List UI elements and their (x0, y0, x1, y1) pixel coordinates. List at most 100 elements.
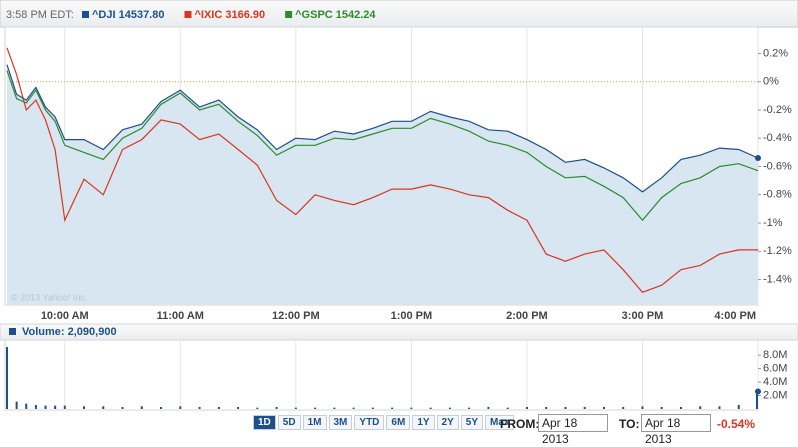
x-tick-label: 3:00 PM (622, 310, 664, 322)
x-tick-label: 10:00 AM (41, 310, 89, 322)
volume-bar (25, 403, 28, 409)
range-button[interactable]: 2Y (436, 415, 459, 430)
y-tick-label: 6.0M (763, 363, 787, 375)
range-button[interactable]: 5Y (460, 415, 484, 430)
x-tick-label: 1:00 PM (391, 310, 433, 322)
time-label: 3:58 PM EDT: (6, 9, 74, 21)
x-tick-label: 12:00 PM (272, 310, 320, 322)
volume-bar (54, 405, 57, 409)
volume-bar (15, 401, 18, 409)
range-button[interactable]: 6M (386, 415, 411, 430)
volume-bar (44, 405, 47, 409)
to-label: TO: (619, 417, 640, 431)
volume-bar (641, 406, 644, 409)
volume-bar (6, 347, 8, 409)
volume-bar (391, 407, 394, 409)
volume-bar (352, 407, 355, 409)
chart: 3:58 PM EDT: Volume: 2,090,900 10:00 AM 1… (0, 0, 798, 411)
volume-bar (583, 406, 586, 409)
legend-entry: ^DJI 14537.80 (92, 9, 164, 21)
volume-bar (275, 406, 278, 409)
volume-bar (314, 407, 317, 409)
volume-bar (237, 406, 240, 409)
volume-bar (622, 406, 625, 409)
volume-bar (63, 405, 66, 409)
volume-frame (4, 339, 759, 411)
volume-bar (545, 406, 548, 409)
legend-swatch (82, 11, 89, 18)
volume-header (0, 323, 798, 341)
volume-bar (160, 406, 163, 409)
volume-bar (699, 406, 702, 409)
y-tick-label: -1.4% (763, 273, 792, 285)
line (6, 47, 758, 294)
volume-bar (198, 406, 201, 409)
volume-bar (371, 407, 374, 409)
y-tick-label: -0.8% (763, 189, 792, 201)
y-tick-label: -1.2% (763, 245, 792, 257)
volume-bar (410, 407, 413, 409)
range-button[interactable]: 1D (253, 415, 276, 430)
volume-bar (506, 407, 509, 409)
range-button[interactable]: YTD (354, 415, 385, 430)
y-tick-label: 0% (763, 76, 779, 88)
volume-bar (217, 406, 220, 409)
legend-entry: ^GSPC 1542.24 (295, 9, 376, 21)
range-button[interactable]: 1M (302, 415, 327, 430)
y-tick-label: -1% (763, 217, 783, 229)
volume-bar (429, 407, 432, 409)
volume-bar (448, 407, 451, 409)
controls: 1D 5D 1M 3M YTD 6M 1Y 2Y 5Y Max FROM: Apr 18 2013… (0, 412, 798, 446)
from-input[interactable]: Apr 18 2013 (538, 414, 608, 446)
last-point (755, 388, 761, 395)
volume-bar (256, 407, 259, 409)
volume-bar (468, 407, 471, 409)
area (7, 64, 758, 305)
volume-bar (179, 406, 182, 409)
volume-bar (525, 406, 528, 409)
volume-bar (333, 407, 336, 409)
y-tick-label: -0.6% (763, 160, 792, 172)
volume-bar (660, 406, 663, 409)
y-tick-label: 8.0M (763, 349, 787, 361)
range-button[interactable]: 5D (277, 415, 301, 430)
x-tick-label: 11:00 AM (157, 310, 204, 322)
legend-entry: ^IXIC 3166.90 (194, 9, 265, 21)
volume-title: Volume: 2,090,900 (22, 326, 117, 338)
volume-bar (602, 406, 605, 409)
y-tick-label: -0.2% (763, 104, 792, 116)
volume-bar (140, 406, 143, 409)
last-point (755, 155, 761, 162)
volume-bar (83, 406, 86, 409)
volume-bar (102, 406, 105, 409)
range-buttons: 1D 5D 1M 3M YTD 6M 1Y 2Y 5Y Max (253, 415, 516, 430)
y-tick-label: -0.4% (763, 132, 792, 144)
y-tick-label: 0.2% (763, 47, 788, 59)
from-label: FROM: (500, 417, 540, 431)
range-button[interactable]: 3M (328, 415, 353, 430)
volume-bar (564, 406, 567, 409)
range-button[interactable]: Max (485, 415, 515, 430)
volume-bar (34, 404, 37, 409)
y-tick-label: 2.0M (763, 389, 787, 401)
volume-bar (679, 406, 682, 409)
line (6, 64, 759, 193)
x-tick-label: 4:00 PM (714, 310, 756, 322)
volume-bar (294, 407, 297, 409)
legend-swatch (285, 11, 293, 18)
volume-bar (121, 406, 124, 409)
volume-bar (756, 391, 758, 409)
volume-icon (9, 328, 16, 335)
volume-bar (718, 406, 721, 409)
range-button[interactable]: 1Y (412, 415, 435, 430)
x-tick-label: 2:00 PM (506, 310, 548, 322)
legend-swatch (184, 11, 192, 18)
line (6, 70, 759, 222)
change: -0.54% (717, 417, 756, 431)
volume-bar (737, 404, 740, 409)
y-tick-label: 4.0M (763, 376, 787, 388)
watermark: © 2013 Yahoo! Inc. (11, 292, 87, 302)
volume-bar (487, 406, 490, 409)
to-input[interactable]: Apr 18 2013 (641, 414, 711, 446)
